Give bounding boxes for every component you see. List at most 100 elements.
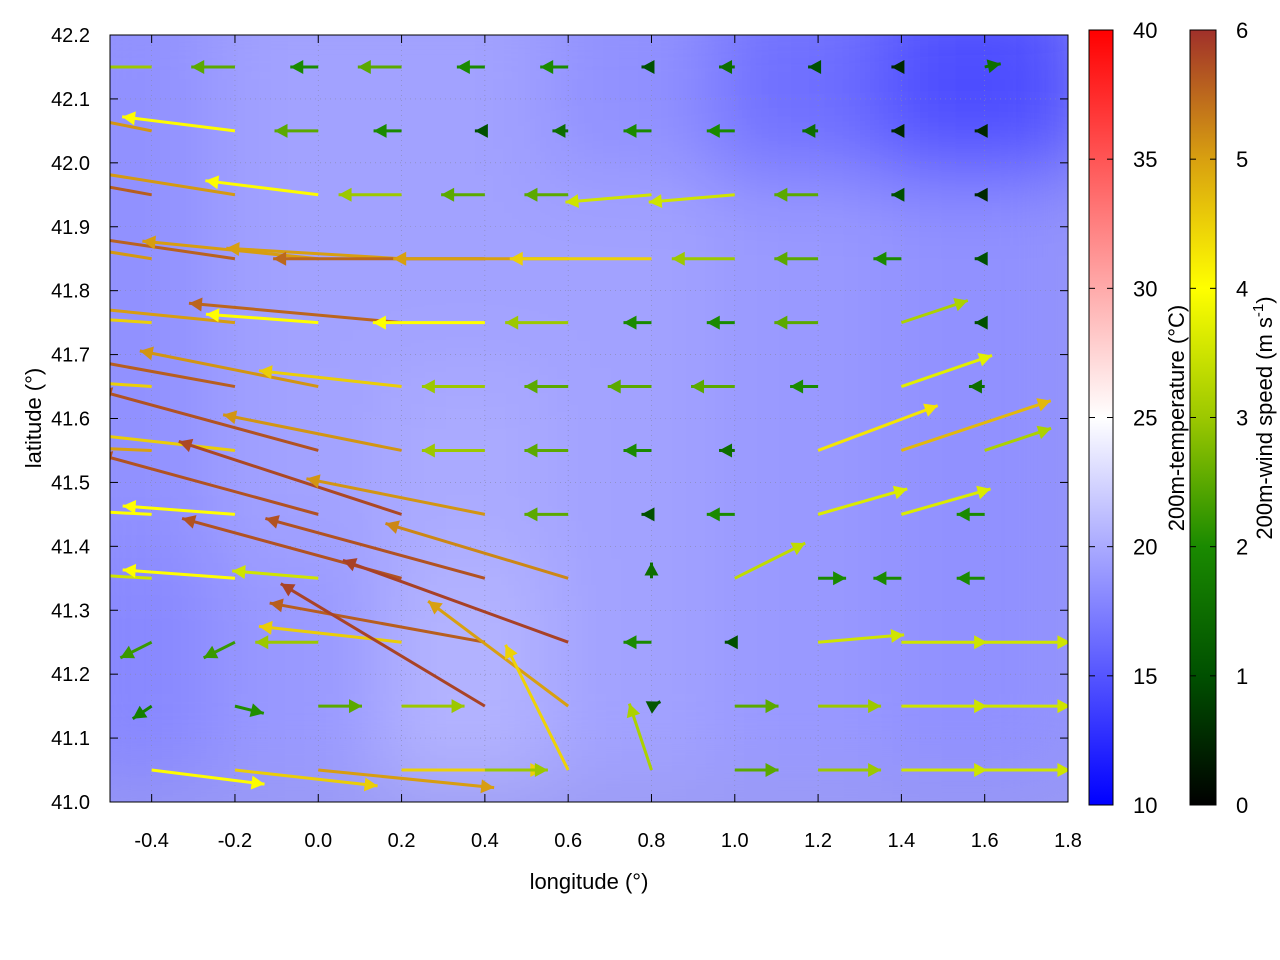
wind-vector [719,443,735,458]
x-tick-label: -0.2 [218,830,252,852]
y-axis-label: latitude (°) [21,368,46,469]
wind-vector [258,620,402,644]
wind-vector-head [421,443,435,458]
wind-vector-shaft [110,447,152,452]
y-tick-label: 41.6 [51,409,90,431]
wind-vector [110,447,152,452]
wind-vector-head [719,443,733,458]
wind-vector-head [974,699,988,714]
x-axis-label: longitude (°) [530,869,649,894]
wind-vector-head [974,123,988,138]
wind-vector [119,640,153,660]
wind-vector-shaft [188,301,402,325]
wind-vector-head [182,515,197,529]
x-tick-label: 1.6 [971,830,999,852]
wind-vector [205,175,319,197]
wind-vector-shaft [178,440,403,516]
wind-vector-head [891,187,905,202]
wind-vector [984,763,1068,778]
wind-vector-shaft [110,392,319,452]
wind-vector [110,451,319,516]
y-tick-label: 41.5 [51,472,90,494]
wind-vector [110,382,152,389]
wind-vector-head [790,379,804,394]
wind-vector [338,187,402,202]
wind-vector [817,628,905,644]
wind-vector [110,239,236,261]
wind-vector-shaft [734,541,806,580]
wind-vector [706,315,735,330]
wind-vector [357,59,402,74]
wind-vector-head [986,59,1001,74]
wind-vector-head [393,251,407,266]
wind-vector-head [774,187,788,202]
wind-vector-head [774,315,788,330]
y-tick-label: 42.1 [51,89,90,111]
x-tick-label: 0.6 [554,830,582,852]
wind-vector-shaft [110,318,152,325]
wind-vector [818,763,882,778]
wind-vector [110,387,319,452]
colorbar-tick-label: 15 [1133,664,1157,689]
wind-vector [802,123,819,138]
wind-vector [734,699,779,714]
wind-vector [274,123,319,138]
wind-vector-shaft [258,624,402,644]
wind-vector-head [626,703,641,719]
wind-vector-head [40,502,53,516]
wind-vector-head [142,235,157,250]
wind-vector-head [290,59,304,74]
colorbar-tick-label: 4 [1236,276,1248,301]
wind-vector-head [122,111,136,126]
wind-vector-shaft [110,435,236,452]
wind-vector [817,403,939,452]
wind-vector-head [774,251,788,266]
x-tick-label: 1.8 [1054,830,1082,852]
wind-vector [110,173,236,197]
wind-vector-shaft [648,193,735,204]
y-tick-label: 41.2 [51,664,90,686]
temperature-field [110,35,1068,791]
wind-vector-shaft [205,179,319,197]
wind-vector [441,187,485,202]
wind-vector-head [790,542,806,556]
wind-vector [524,379,569,394]
colorbar-tick-label: 25 [1133,406,1157,431]
y-tick-label: 41.0 [51,792,90,814]
temperature-cell [881,558,1068,791]
wind-vector-shaft [269,601,486,644]
wind-vector [421,443,485,458]
wind-vector-head [1036,398,1051,412]
wind-vector-head [956,507,970,522]
x-tick-label: 1.4 [887,830,915,852]
wind-vector [774,251,819,266]
wind-colorbar-label: 200m-wind speed (m s-1) [1250,296,1277,539]
wind-vector-head [92,429,106,443]
wind-vector [719,59,735,74]
wind-vector-shaft [110,173,236,197]
wind-vector-shaft [234,768,378,788]
wind-vector-shaft [122,568,236,580]
wind-vector-head [890,628,905,643]
wind-vector [984,699,1068,714]
wind-vector-shaft [122,504,236,516]
wind-vector-head [802,123,816,138]
wind-vector-shaft [110,308,236,325]
wind-vector-head [205,175,220,190]
wind-vector-shaft [817,404,939,452]
wind-vector [974,187,988,202]
wind-vector-head [765,699,779,714]
x-tick-label: 0.2 [388,830,416,852]
wind-vector [110,574,152,580]
wind-vector-head [421,379,435,394]
wind-vector [644,562,659,579]
wind-vector [607,379,652,394]
colorbar-tick-label: 35 [1133,147,1157,172]
wind-vector-head [706,315,720,330]
wind-vector-head [505,315,519,330]
wind-vector [110,308,236,325]
wind-vector-head [280,583,296,597]
wind-vector [484,763,548,778]
wind-vector [131,704,153,720]
